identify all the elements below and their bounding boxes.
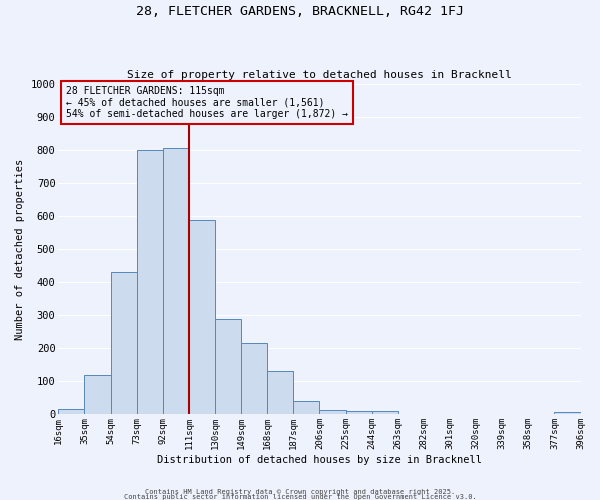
- Text: Contains HM Land Registry data © Crown copyright and database right 2025.: Contains HM Land Registry data © Crown c…: [145, 489, 455, 495]
- Text: Contains public sector information licensed under the Open Government Licence v3: Contains public sector information licen…: [124, 494, 476, 500]
- Text: 28, FLETCHER GARDENS, BRACKNELL, RG42 1FJ: 28, FLETCHER GARDENS, BRACKNELL, RG42 1F…: [136, 5, 464, 18]
- Bar: [189, 220, 215, 414]
- Bar: [554, 412, 581, 414]
- Bar: [110, 272, 137, 414]
- X-axis label: Distribution of detached houses by size in Bracknell: Distribution of detached houses by size …: [157, 455, 482, 465]
- Bar: [293, 401, 319, 414]
- Bar: [241, 344, 267, 414]
- Bar: [346, 411, 371, 414]
- Title: Size of property relative to detached houses in Bracknell: Size of property relative to detached ho…: [127, 70, 512, 81]
- Bar: [137, 150, 163, 414]
- Bar: [371, 411, 398, 414]
- Text: 28 FLETCHER GARDENS: 115sqm
← 45% of detached houses are smaller (1,561)
54% of : 28 FLETCHER GARDENS: 115sqm ← 45% of det…: [66, 86, 348, 119]
- Bar: [163, 148, 189, 414]
- Bar: [267, 372, 293, 414]
- Bar: [319, 410, 346, 414]
- Bar: [58, 410, 85, 414]
- Y-axis label: Number of detached properties: Number of detached properties: [15, 158, 25, 340]
- Bar: [85, 375, 110, 414]
- Bar: [215, 318, 241, 414]
